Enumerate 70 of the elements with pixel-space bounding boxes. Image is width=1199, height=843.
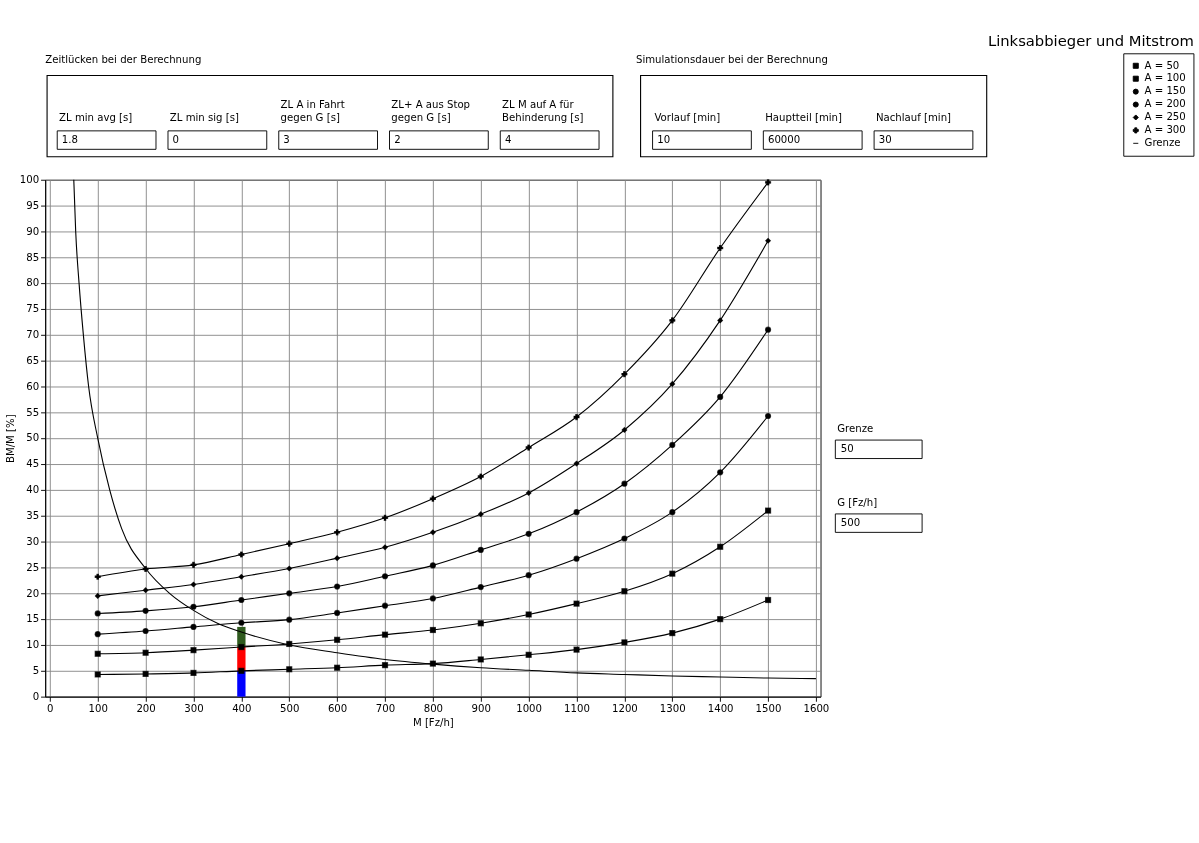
y-tick-label: 15: [26, 613, 40, 625]
text: 4: [504, 133, 512, 145]
y-tick-label: 35: [26, 509, 40, 521]
x-tick-label: 500: [280, 702, 300, 714]
legend-label: A = 250: [1144, 111, 1186, 123]
text: ZL min sig [s]: [169, 111, 239, 123]
text: ZL min avg [s]: [59, 111, 133, 123]
text: 2: [394, 133, 401, 145]
x-tick-label: 1000: [516, 702, 543, 714]
y-tick-label: 45: [26, 458, 40, 470]
y-tick-label: 50: [26, 432, 40, 444]
x-axis-title: M [Fz/h]: [412, 716, 454, 728]
legend-label: Grenze: [1144, 137, 1181, 149]
y-tick-label: 55: [26, 406, 40, 418]
x-tick-label: 400: [232, 702, 252, 714]
y-tick-label: 65: [26, 354, 40, 366]
text: Simulationsdauer bei der Berechnung: [635, 54, 828, 66]
legend-label: A = 150: [1144, 85, 1186, 97]
y-tick-label: 30: [26, 535, 40, 547]
text: 3: [283, 133, 290, 145]
text: 500: [840, 516, 861, 528]
legend-label: A = 50: [1144, 59, 1180, 71]
text: 30: [878, 133, 892, 145]
legend-label: A = 200: [1144, 98, 1186, 110]
x-tick-label: 300: [184, 702, 204, 714]
text: Linksabbieger und Mitstrom: [987, 32, 1194, 50]
text: ZL+ A aus Stop gegen G [s]: [391, 98, 471, 123]
x-tick-label: 0: [47, 702, 54, 714]
text: G [Fz/h]: [837, 496, 878, 508]
x-tick-label: 100: [88, 702, 108, 714]
x-tick-label: 600: [327, 702, 348, 714]
x-tick-label: 1400: [707, 702, 734, 714]
text: 1.8: [61, 133, 78, 145]
x-tick-label: 800: [423, 702, 444, 714]
y-tick-label: 80: [26, 277, 40, 289]
x-tick-label: 1200: [611, 702, 638, 714]
text: Nachlauf [min]: [875, 111, 952, 123]
y-tick-label: 20: [26, 587, 40, 599]
text: Hauptteil [min]: [765, 111, 843, 123]
text: ZL M auf A für Behinderung [s]: [502, 98, 584, 123]
legend-label: A = 300: [1144, 124, 1186, 136]
y-tick-label: 5: [32, 665, 40, 677]
y-tick-label: 75: [26, 303, 40, 315]
text: 10: [657, 133, 671, 145]
y-tick-label: 10: [26, 639, 40, 651]
y-tick-label: 85: [26, 251, 40, 263]
x-tick-label: 1500: [755, 702, 782, 714]
x-tick-label: 1100: [564, 702, 590, 714]
x-tick-label: 200: [136, 702, 156, 714]
y-tick-label: 90: [26, 225, 40, 237]
y-tick-label: 95: [26, 199, 40, 211]
x-tick-label: 1300: [659, 702, 686, 714]
x-tick-label: 1600: [803, 702, 830, 714]
legend-label: A = 100: [1144, 72, 1186, 84]
y-axis-title: BM/M [%]: [5, 414, 17, 464]
y-tick-label: 100: [19, 174, 40, 186]
text: 50: [840, 443, 854, 455]
x-tick-label: 700: [375, 702, 396, 714]
text: Vorlauf [min]: [654, 111, 721, 123]
text: Grenze: [837, 422, 874, 434]
text: 60000: [767, 133, 801, 145]
y-tick-label: 60: [26, 380, 40, 392]
x-tick-label: 900: [471, 702, 491, 714]
text: 0: [172, 133, 180, 145]
y-tick-label: 40: [26, 484, 40, 496]
y-tick-label: 70: [26, 329, 40, 341]
text: ZL A in Fahrt gegen G [s]: [280, 98, 345, 123]
text: Zeitlücken bei der Berechnung: [45, 54, 202, 66]
y-tick-label: 0: [32, 690, 40, 702]
y-tick-label: 25: [26, 561, 40, 573]
